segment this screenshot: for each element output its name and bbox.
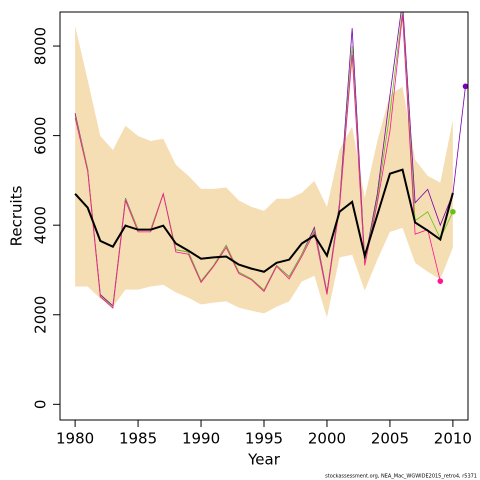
x-axis-label: Year: [247, 451, 281, 469]
y-tick-label: 4000: [32, 206, 50, 244]
x-tick-label: 2010: [434, 430, 472, 448]
end-point: [437, 278, 444, 284]
y-tick-label: 8000: [32, 27, 50, 65]
x-tick-label: 1985: [119, 430, 157, 448]
confidence-band: [75, 25, 453, 318]
end-point: [462, 83, 468, 90]
x-tick-label: 1995: [245, 430, 283, 448]
x-tick-label: 1990: [182, 430, 220, 448]
y-tick-label: 0: [32, 400, 50, 410]
y-axis-label: Recruits: [8, 185, 26, 246]
x-tick-label: 2005: [371, 430, 409, 448]
x-tick-label: 1980: [56, 430, 94, 448]
plot-area: [74, 12, 468, 318]
series-line: [74, 14, 441, 309]
end-point: [450, 208, 456, 215]
series-line: [74, 168, 454, 273]
y-tick-label: 6000: [32, 117, 50, 155]
footer: stockassessment.org, NEA_Mac_WGWIDE2015_…: [325, 474, 477, 480]
x-tick-label: 2000: [308, 430, 346, 448]
y-tick-label: 2000: [32, 296, 50, 334]
